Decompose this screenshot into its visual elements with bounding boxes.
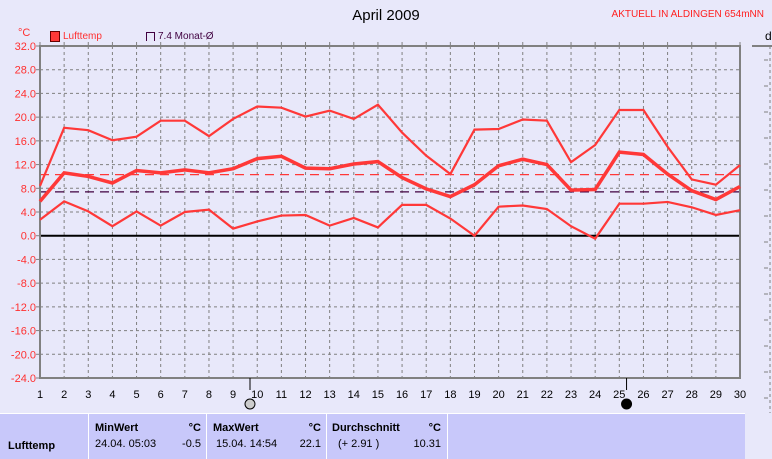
min-header: MinWert [95, 422, 138, 434]
x-tick-label: 29 [710, 389, 722, 401]
series-line-min [40, 201, 740, 238]
x-tick-label: 15 [372, 389, 384, 401]
x-tick-label: 10 [251, 389, 263, 401]
y-tick-label: 0.0 [21, 231, 36, 243]
x-tick-label: 30 [734, 389, 746, 401]
y-tick-label: 32.0 [15, 41, 36, 53]
x-tick-label: 13 [324, 389, 336, 401]
avg-delta: (+ 2.91 ) [338, 438, 379, 450]
min-value: -0.5 [182, 438, 201, 450]
x-tick-label: 8 [206, 389, 212, 401]
max-value: 22.1 [300, 438, 321, 450]
y-tick-label: -20.0 [11, 349, 36, 361]
x-tick-label: 28 [686, 389, 698, 401]
min-cell: MinWert °C 24.04. 05:03 -0.5 [88, 414, 207, 459]
avg-cell: Durchschnitt °C (+ 2.91 ) 10.31 [326, 414, 448, 459]
y-tick-label: -8.0 [17, 278, 36, 290]
y-tick-label: -16.0 [11, 326, 36, 338]
y-tick-label: 28.0 [15, 65, 36, 77]
x-tick-label: 12 [299, 389, 311, 401]
x-tick-label: 11 [276, 389, 287, 401]
x-tick-label: 18 [444, 389, 456, 401]
x-tick-label: 21 [517, 389, 529, 401]
avg-value: 10.31 [413, 438, 441, 450]
max-cell: MaxWert °C 15.04. 14:54 22.1 [206, 414, 327, 459]
x-tick-label: 27 [661, 389, 673, 401]
x-tick-label: 20 [492, 389, 504, 401]
y-tick-label: 20.0 [15, 112, 36, 124]
max-header: MaxWert [213, 422, 259, 434]
series-min [40, 201, 740, 239]
x-tick-label: 6 [158, 389, 164, 401]
x-tick-label: 5 [133, 389, 139, 401]
max-time: 15.04. 14:54 [216, 438, 277, 450]
temperature-chart: 32.0 28.0 24.0 20.0 16.0 12.0 8.0 4.0 0.0 -4.0 -8.… [0, 0, 772, 413]
full-moon-icon [245, 399, 255, 409]
max-unit: °C [309, 422, 321, 434]
min-time: 24.04. 05:03 [95, 438, 156, 450]
x-tick-label: 19 [468, 389, 480, 401]
x-tick-label: 22 [541, 389, 553, 401]
y-tick-label: 16.0 [15, 136, 36, 148]
x-tick-label: 16 [396, 389, 408, 401]
min-unit: °C [189, 422, 201, 434]
y-tick-label: -24.0 [11, 373, 36, 385]
y-tick-label: -4.0 [17, 254, 36, 266]
x-tick-label: 2 [61, 389, 67, 401]
avg-unit: °C [429, 422, 441, 434]
y-tick-label: 12.0 [15, 160, 36, 172]
row-label: Lufttemp [8, 440, 55, 452]
x-tick-label: 17 [420, 389, 432, 401]
x-tick-label: 26 [637, 389, 649, 401]
x-tick-label: 24 [589, 389, 601, 401]
y-tick-label: 4.0 [21, 207, 36, 219]
series-line-mean [40, 152, 740, 201]
x-tick-label: 9 [230, 389, 236, 401]
series-mean [40, 152, 740, 201]
x-tick-label: 25 [613, 389, 625, 401]
y-tick-label: 24.0 [15, 88, 36, 100]
x-tick-label: 1 [37, 389, 43, 401]
stats-table: Lufttemp MinWert °C 24.04. 05:03 -0.5 Ma… [0, 413, 745, 459]
x-tick-label: 7 [182, 389, 188, 401]
x-tick-label: 23 [565, 389, 577, 401]
x-tick-label: 4 [109, 389, 115, 401]
x-tick-label: 14 [348, 389, 360, 401]
new-moon-icon [622, 399, 632, 409]
y-tick-label: 8.0 [21, 183, 36, 195]
x-tick-label: 3 [85, 389, 91, 401]
avg-header: Durchschnitt [332, 422, 400, 434]
y-tick-label: -12.0 [11, 302, 36, 314]
